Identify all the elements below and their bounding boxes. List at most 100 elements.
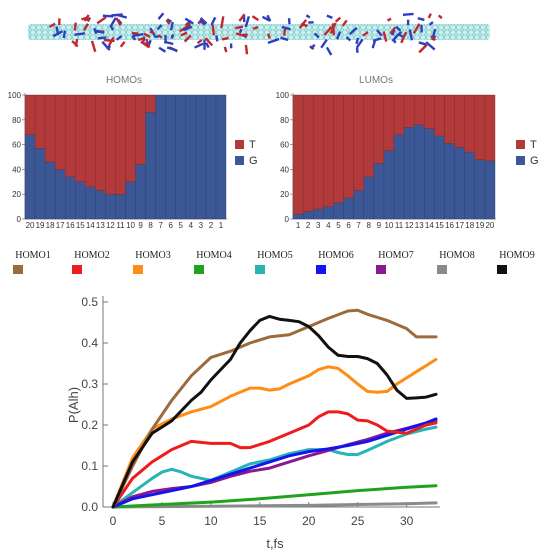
homos-bar-g [195, 94, 207, 220]
homos-x-tick-label: 2 [209, 221, 214, 230]
homos-x-tick-label: 17 [56, 221, 65, 230]
homos-x-tick-label: 16 [66, 221, 75, 230]
homos-chart-title: HOMOs [106, 75, 142, 86]
dna-segment [281, 25, 291, 31]
series-line-homo9 [111, 314, 438, 509]
line-y-tick-label: 0.1 [81, 459, 98, 473]
dna-segment [371, 38, 377, 49]
dna-segment [341, 19, 348, 27]
homos-bar-g [75, 181, 86, 220]
dna-segment [418, 41, 427, 46]
line-plot-area: 0 5 10 15 20 25 30 0.0 0.1 0.2 0.3 0.4 0.5 [81, 295, 440, 528]
lumos-bar-g [424, 128, 435, 220]
dna-segment [119, 41, 126, 48]
legend-label-homo1: HOMO1 [15, 250, 51, 261]
dna-segment [143, 32, 151, 38]
homos-bar-g [185, 94, 197, 220]
dna-segment [164, 35, 167, 44]
lumos-x-tick-label: 15 [435, 221, 444, 230]
lumos-bar-t [373, 94, 385, 164]
legend-swatch-homo7 [376, 265, 386, 274]
dna-segment [331, 23, 336, 36]
dna-segment [215, 35, 219, 42]
lumos-x-tick-label: 7 [356, 221, 361, 230]
dna-segment [412, 23, 421, 34]
homos-bar-t [135, 94, 146, 165]
homos-x-tick-label: 4 [189, 221, 194, 230]
line-y-tick-label: 0.4 [81, 336, 98, 350]
homos-y-tick-label: 40 [12, 165, 21, 174]
homos-x-tick-label: 14 [86, 221, 95, 230]
homos-bar-t [105, 94, 116, 195]
dna-segment [58, 18, 61, 25]
lumos-bar-t [454, 94, 465, 148]
line-y-tick-label: 0.2 [81, 418, 98, 432]
homos-bar-g [155, 94, 166, 220]
lumos-bar-g [373, 162, 385, 220]
homos-x-tick-label: 12 [106, 221, 115, 230]
dna-segment [406, 19, 410, 26]
lumos-bar-g [323, 206, 334, 220]
lumos-bar-t [393, 94, 405, 135]
legend-label-homo9: HOMO9 [499, 250, 535, 261]
dna-segment [345, 36, 352, 42]
line-y-tick-label: 0.0 [81, 500, 98, 514]
lumos-bar-g [414, 124, 425, 220]
lumos-bar-t [414, 94, 425, 125]
dna-segment [86, 16, 92, 22]
dna-segment [298, 19, 308, 29]
dna-segment [244, 44, 249, 55]
dna-segment [320, 38, 328, 49]
lumos-y-tick-label: 80 [280, 116, 289, 125]
homos-bar-g [125, 181, 136, 220]
homos-bar-g [95, 190, 106, 220]
legend-swatch-homo9 [497, 265, 507, 274]
dna-segment [194, 42, 204, 49]
line-y-tick-label: 0.5 [81, 295, 98, 309]
lumos-x-tick-label: 19 [475, 221, 484, 230]
legend-swatch-homo8 [437, 265, 447, 274]
lumos-x-tick-label: 12 [405, 221, 414, 230]
dna-segment [97, 36, 107, 40]
lumos-bar-g [383, 150, 395, 220]
lumos-x-tick-label: 17 [455, 221, 464, 230]
dna-segment [427, 13, 432, 19]
homos-x-tick-label: 5 [179, 221, 184, 230]
lumos-x-tick-label: 4 [326, 221, 331, 230]
legend-swatch-homo4 [194, 265, 204, 274]
dna-segment [313, 32, 320, 39]
dna-segment [140, 40, 150, 49]
dna-segment [266, 33, 271, 39]
dna-segment [336, 31, 342, 40]
lumos-x-tick-label: 1 [296, 221, 301, 230]
dna-segment [355, 38, 364, 49]
x-axis-label: t,fs [266, 536, 284, 551]
lumos-bar-t [302, 94, 314, 212]
dna-segment [326, 14, 333, 19]
dna-segment [185, 22, 191, 27]
homos-legend-t-label: T [249, 139, 256, 151]
dna-nanotube-illustration [28, 12, 490, 56]
dna-segment [282, 28, 287, 36]
homos-x-tick-label: 11 [116, 221, 125, 230]
lumos-bar-t [474, 94, 486, 160]
lumos-legend-g-label: G [530, 155, 539, 167]
lumos-bar-g [393, 134, 405, 220]
dna-strands [48, 12, 443, 56]
homos-bar-t [75, 94, 86, 183]
line-x-tick-label: 25 [351, 514, 365, 528]
homos-bar-t [115, 94, 126, 195]
series-line-homo1 [111, 308, 438, 509]
dna-segment [417, 17, 425, 22]
dna-segment [71, 40, 79, 48]
homos-x-tick-label: 13 [96, 221, 105, 230]
dna-segment [229, 43, 233, 49]
legend-swatch-homo3 [133, 265, 143, 274]
lumos-bar-t [403, 94, 415, 128]
dna-segment [48, 22, 56, 29]
lumos-x-tick-label: 20 [485, 221, 494, 230]
dna-segment [395, 25, 402, 32]
homos-x-tick-label: 19 [36, 221, 45, 230]
